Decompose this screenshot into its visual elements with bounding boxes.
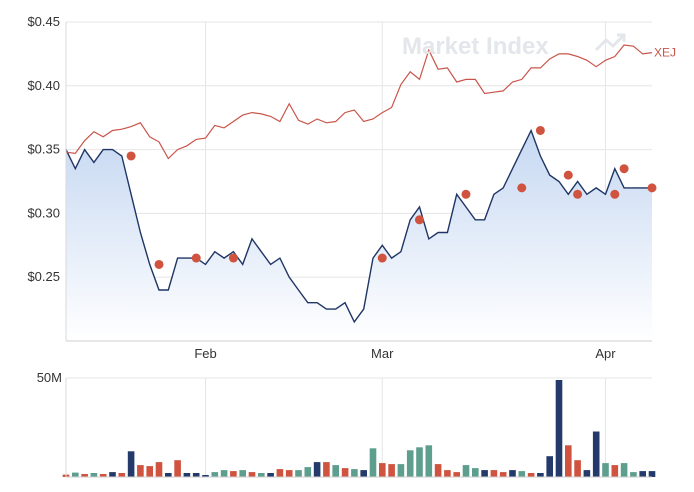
volume-bar [174,460,181,477]
volume-bar [425,445,433,477]
event-marker [517,183,527,193]
volume-bar [360,470,367,477]
volume-bar [285,470,293,477]
event-marker [191,253,201,263]
volume-bar [146,466,153,477]
volume-bar [248,472,256,477]
y-tick-label: $0.40 [27,78,60,93]
y-tick-label: $0.35 [27,142,60,157]
event-marker [535,125,545,135]
xej-legend-label: XEJ [654,46,676,60]
volume-bar [509,470,516,477]
volume-bar [546,456,553,477]
y-tick-label: $0.30 [27,205,60,220]
volume-bar [351,469,358,477]
volume-bar [555,380,563,477]
volume-bar [332,465,339,477]
volume-bar [434,464,442,477]
event-marker [377,253,387,263]
volume-bar [230,471,237,477]
event-marker [154,259,164,269]
volume-bar [462,465,470,477]
event-marker [414,215,424,225]
volume-bar [90,473,98,477]
volume-bar [127,451,135,477]
event-marker [228,253,238,263]
volume-bar [397,464,405,477]
volume-bar [416,447,423,477]
volume-bar [453,472,460,477]
event-marker [461,189,471,199]
volume-bar [592,431,600,477]
event-marker [563,170,573,180]
volume-bar [99,474,107,477]
volume-bar [379,463,386,477]
volume-bar [444,470,451,477]
event-marker [610,189,620,199]
x-tick-label: Apr [595,346,616,361]
volume-bar [602,463,609,477]
volume-bar [155,462,163,477]
volume-bar [341,468,349,477]
event-marker [573,189,583,199]
price-area-fill [66,130,652,341]
volume-bar [192,473,200,477]
volume-bar [527,473,535,477]
volume-bar [211,472,219,477]
volume-bar [611,465,619,477]
volume-bar [137,465,144,477]
volume-bar [202,475,209,477]
volume-bar [109,472,116,477]
volume-bar [499,472,507,477]
volume-bar [304,467,312,477]
volume-bar [620,463,628,477]
volume-bar [648,471,656,477]
volume-bar [565,445,572,477]
volume-bar [295,470,302,477]
x-tick-label: Mar [371,346,394,361]
volume-bar [639,471,646,477]
volume-bar [518,471,526,477]
y-tick-label: $0.45 [27,14,60,29]
volume-bar [72,472,79,477]
volume-bar [472,468,479,477]
xej-index-line [65,44,653,160]
vol-y-tick-label: 50M [37,370,62,385]
volume-bar [239,470,246,477]
volume-bar [388,464,395,477]
volume-bar [630,472,637,477]
event-marker [647,183,657,193]
volume-bar [583,470,591,477]
volume-bar [276,469,284,477]
volume-bar [323,462,330,477]
volume-bar [481,470,488,477]
event-marker [619,164,629,174]
volume-bar [406,450,414,477]
volume-bar [118,473,126,477]
price-line [65,128,652,324]
volume-bar [258,473,265,477]
volume-bar [220,470,228,477]
volume-bar [81,474,88,477]
volume-bar [537,473,544,477]
volume-bar [574,460,581,477]
watermark: Market Index [402,33,549,60]
volume-bar [490,470,498,477]
event-marker [126,151,136,161]
volume-bar [313,462,321,477]
volume-bar [267,473,274,477]
trend-arrow-icon [594,33,626,52]
volume-bar [369,448,377,477]
x-tick-label: Feb [194,346,216,361]
volume-bar [183,473,191,477]
volume-bar [165,473,172,477]
y-tick-label: $0.25 [27,269,60,284]
